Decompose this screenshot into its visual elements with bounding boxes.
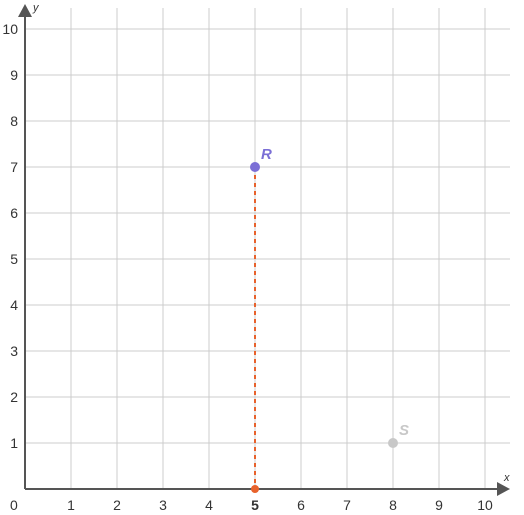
x-tick-label: 6 [297,497,305,513]
x-tick-label: 3 [159,497,167,513]
y-tick-label: 5 [10,251,18,267]
x-tick-label: 10 [477,497,493,513]
axes: x y 0 [10,2,510,513]
point-r-label: R [261,146,272,163]
x-axis-label: x [503,472,510,484]
x-tick-label: 2 [113,497,121,513]
y-tick-label: 2 [10,389,18,405]
y-tick-label: 8 [10,113,18,129]
x-tick-label: 7 [343,497,351,513]
x-tick-label: 8 [389,497,397,513]
point-s-label: S [399,422,409,439]
tick-labels: 1 2 3 4 5 6 7 8 9 10 1 2 3 4 5 6 7 8 9 10 [2,21,493,513]
point-r [250,162,260,172]
x-tick-label: 5 [251,497,259,513]
y-tick-label: 10 [2,21,18,37]
y-tick-label: 6 [10,205,18,221]
y-axis-arrow [18,4,32,17]
origin-label: 0 [10,497,18,513]
x-tick-label: 1 [67,497,75,513]
y-tick-label: 4 [10,297,18,313]
y-tick-label: 7 [10,159,18,175]
grid [25,8,510,489]
y-axis-label: y [32,2,40,14]
x-tick-label: 9 [435,497,443,513]
x-tick-label: 4 [205,497,213,513]
y-tick-label: 9 [10,67,18,83]
projection-endpoint [251,485,259,493]
x-axis-arrow [497,482,510,496]
point-s [388,438,398,448]
y-tick-label: 1 [10,435,18,451]
y-tick-label: 3 [10,343,18,359]
chart-marks: RS [250,146,409,493]
